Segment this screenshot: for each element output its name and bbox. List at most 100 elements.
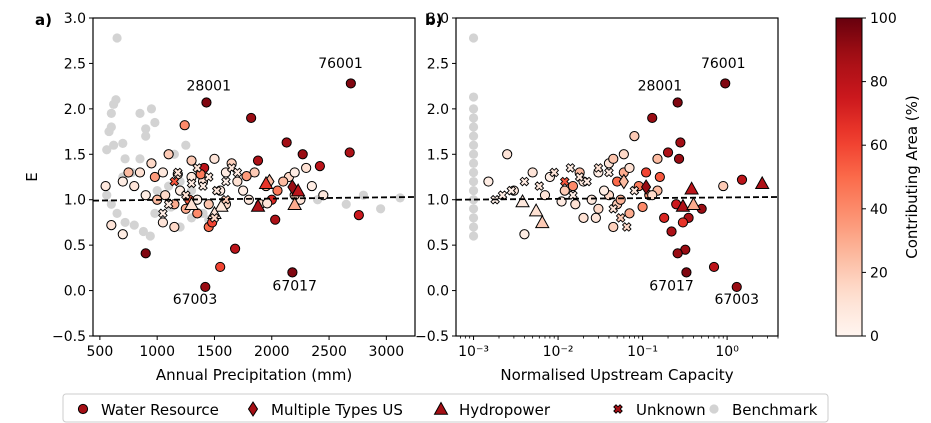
data-point <box>289 167 300 178</box>
data-point <box>652 153 663 164</box>
data-point <box>468 140 479 150</box>
colorbar-bar <box>835 17 863 337</box>
data-point <box>677 217 689 228</box>
data-point <box>608 221 619 233</box>
data-point <box>483 176 494 187</box>
data-point <box>221 176 231 187</box>
data-point <box>140 190 151 201</box>
data-point <box>160 190 171 201</box>
y-tick-label: 1.0 <box>64 193 86 209</box>
data-point <box>684 181 699 195</box>
annotation-label: 76001 <box>318 56 363 72</box>
x-tick-label: 3000 <box>369 344 405 360</box>
legend-item-multiple-types-us: Multiple Types US <box>247 401 403 419</box>
data-point <box>673 153 685 164</box>
data-point <box>468 204 479 214</box>
data-point <box>629 185 640 196</box>
y-tick-label: 2.5 <box>427 56 449 72</box>
data-point <box>135 154 145 164</box>
data-point <box>184 196 199 210</box>
legend-label: Water Resource <box>101 401 219 419</box>
data-point <box>686 196 701 210</box>
x-tick-label: 1000 <box>139 344 175 360</box>
data-point <box>106 199 116 209</box>
legend-marker <box>709 404 719 414</box>
data-point <box>100 180 111 192</box>
data-point <box>301 162 312 174</box>
data-point <box>106 122 116 132</box>
legend-marker <box>433 401 449 415</box>
data-point <box>232 176 243 187</box>
data-point <box>297 149 308 160</box>
data-point <box>559 185 570 196</box>
data-point <box>241 170 252 182</box>
x-axis-label: Annual Precipitation (mm) <box>156 366 352 384</box>
data-point <box>624 208 635 219</box>
data-point <box>281 137 292 148</box>
plot-area <box>93 33 415 293</box>
data-point <box>549 167 560 178</box>
legend: Water Resource Multiple Types US Hydropowe… <box>62 393 829 423</box>
data-point <box>497 190 508 201</box>
panel-label: b) <box>425 11 443 29</box>
data-point <box>608 203 619 214</box>
y-tick-label: 3.0 <box>64 11 86 27</box>
data-point <box>120 217 130 228</box>
data-point <box>150 117 160 128</box>
colorbar-tick-label: 80 <box>870 75 888 91</box>
data-point <box>112 208 122 218</box>
y-tick-label: 2.5 <box>64 56 86 72</box>
data-point <box>149 171 160 183</box>
data-point <box>534 181 545 191</box>
data-point <box>506 185 517 196</box>
data-point <box>106 108 116 118</box>
data-point <box>718 180 729 192</box>
data-point <box>708 261 720 273</box>
data-point <box>246 112 257 124</box>
y-tick-label: 1.5 <box>427 147 449 163</box>
data-point <box>468 122 479 132</box>
legend-item-benchmark: Benchmark <box>709 401 818 419</box>
data-point <box>345 78 356 89</box>
data-point <box>215 261 226 273</box>
data-point <box>353 210 364 221</box>
data-point <box>640 167 652 178</box>
x-axis-label: Normalised Upstream Capacity <box>500 366 733 384</box>
data-point <box>586 194 597 205</box>
data-point <box>468 92 479 102</box>
data-point <box>468 104 479 114</box>
data-point <box>615 213 626 223</box>
data-point <box>102 190 112 200</box>
data-point <box>157 167 169 178</box>
data-point <box>117 229 128 240</box>
annotation-label: 67003 <box>714 292 759 308</box>
data-point <box>262 198 273 209</box>
data-point <box>109 140 119 150</box>
y-tick-label: −0.5 <box>52 329 86 345</box>
data-point <box>146 158 157 169</box>
legend-item-hydropower: Hydropower <box>433 401 551 419</box>
data-point <box>615 194 626 205</box>
data-point <box>211 185 222 196</box>
annotation-label: 67017 <box>649 279 694 295</box>
data-point <box>180 190 191 201</box>
data-point <box>287 267 298 278</box>
annotation-label: 67003 <box>173 292 218 308</box>
y-tick-label: 0.5 <box>427 238 449 254</box>
series-benchmark <box>468 33 479 241</box>
data-point <box>181 140 191 150</box>
colorbar-tick-label: 100 <box>870 11 897 27</box>
data-point <box>140 248 151 259</box>
data-point <box>314 160 325 172</box>
legend-label: Benchmark <box>732 401 818 419</box>
colorbar-tick-label: 20 <box>870 265 888 281</box>
data-point <box>736 174 748 185</box>
data-point <box>186 155 197 166</box>
data-point <box>129 180 140 192</box>
data-point <box>534 214 550 229</box>
panel-label: a) <box>35 11 52 29</box>
data-point <box>172 167 183 178</box>
data-point <box>376 204 386 214</box>
colorbar-tick-label: 60 <box>870 138 888 154</box>
data-point <box>186 178 197 189</box>
